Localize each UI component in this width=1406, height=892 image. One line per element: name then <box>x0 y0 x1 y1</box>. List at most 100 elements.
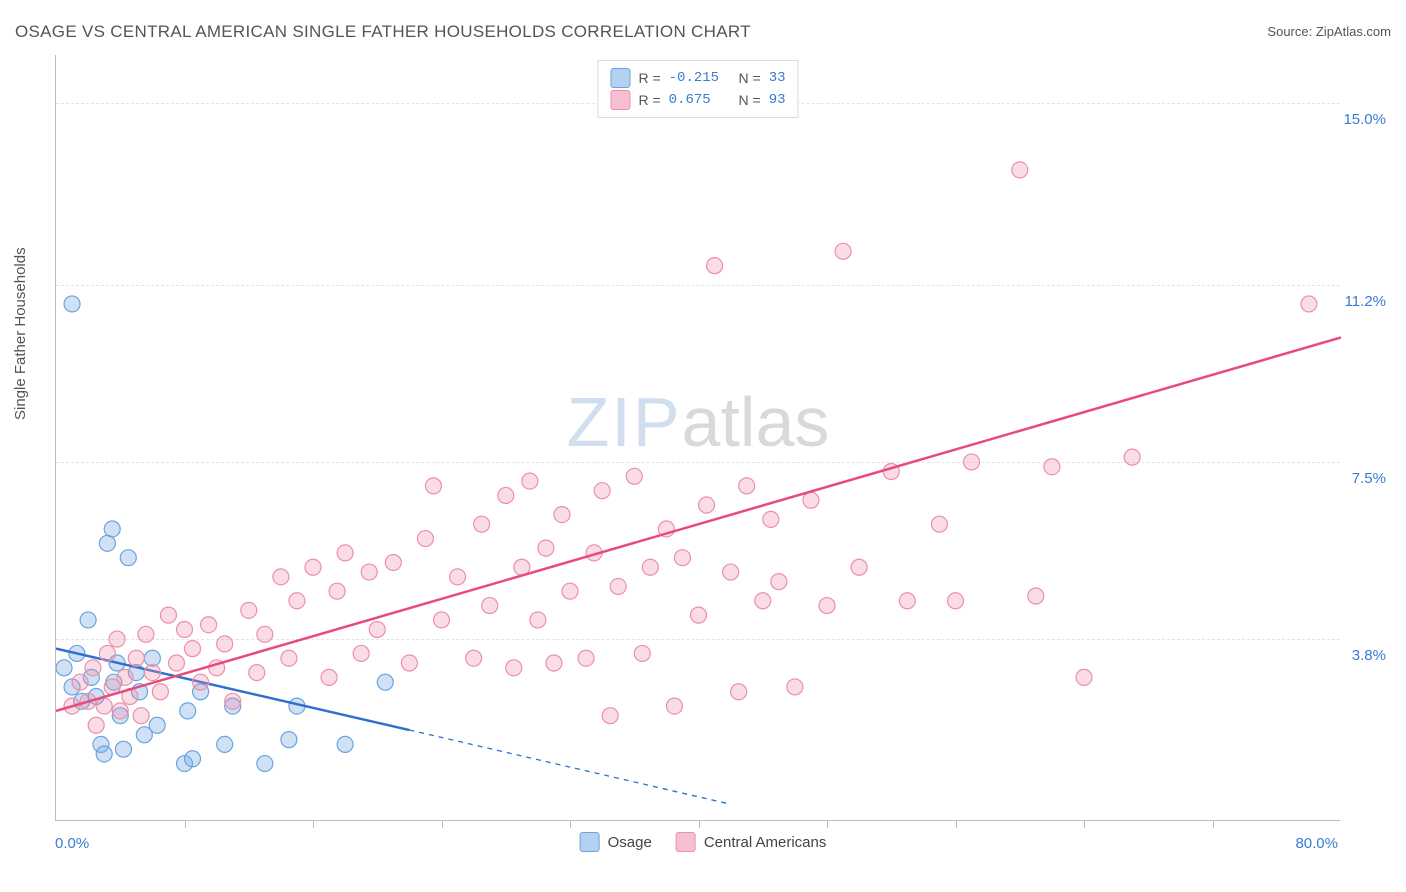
data-point <box>185 751 201 767</box>
data-point <box>1028 588 1044 604</box>
legend-stat-row: R =-0.215 N =33 <box>610 67 785 89</box>
data-point <box>474 516 490 532</box>
data-point <box>193 674 209 690</box>
data-point <box>117 669 133 685</box>
data-point <box>434 612 450 628</box>
y-axis-label: Single Father Households <box>12 247 29 420</box>
data-point <box>96 746 112 762</box>
data-point <box>755 593 771 609</box>
data-point <box>835 243 851 259</box>
data-point <box>115 741 131 757</box>
data-point <box>787 679 803 695</box>
plot-wrap: ZIPatlas R =-0.215 N =33R =0.675 N =93 <box>55 55 1340 821</box>
data-point <box>144 665 160 681</box>
data-point <box>257 756 273 772</box>
data-point <box>64 296 80 312</box>
data-point <box>739 478 755 494</box>
data-point <box>104 521 120 537</box>
legend-n-value: 33 <box>769 67 786 89</box>
data-point <box>185 641 201 657</box>
x-tick <box>699 820 700 828</box>
data-point <box>217 736 233 752</box>
data-point <box>120 550 136 566</box>
data-point <box>417 531 433 547</box>
source-value: ZipAtlas.com <box>1316 24 1391 39</box>
data-point <box>109 631 125 647</box>
data-point <box>401 655 417 671</box>
data-point <box>610 578 626 594</box>
data-point <box>554 507 570 523</box>
data-point <box>1044 459 1060 475</box>
legend-swatch <box>676 832 696 852</box>
trend-line-dashed <box>409 730 730 804</box>
legend-r-value: -0.215 <box>669 67 727 89</box>
data-point <box>168 655 184 671</box>
data-point <box>337 545 353 561</box>
data-point <box>85 660 101 676</box>
y-tick-label: 7.5% <box>1352 470 1386 487</box>
data-point <box>1076 669 1092 685</box>
data-point <box>602 708 618 724</box>
legend-n-key: N = <box>735 89 761 111</box>
legend-label: Central Americans <box>704 834 827 851</box>
x-tick <box>185 820 186 828</box>
chart-svg <box>56 55 1341 821</box>
data-point <box>201 617 217 633</box>
legend-stat-row: R =0.675 N =93 <box>610 89 785 111</box>
data-point <box>450 569 466 585</box>
y-tick-label: 11.2% <box>1345 293 1386 310</box>
data-point <box>763 511 779 527</box>
data-point <box>88 717 104 733</box>
x-tick <box>1084 820 1085 828</box>
data-point <box>803 492 819 508</box>
data-point <box>425 478 441 494</box>
data-point <box>634 645 650 661</box>
data-point <box>257 626 273 642</box>
data-point <box>731 684 747 700</box>
data-point <box>699 497 715 513</box>
data-point <box>144 650 160 666</box>
data-point <box>112 703 128 719</box>
data-point <box>948 593 964 609</box>
data-point <box>80 612 96 628</box>
data-point <box>337 736 353 752</box>
data-point <box>666 698 682 714</box>
y-tick-label: 3.8% <box>1352 647 1386 664</box>
data-point <box>707 258 723 274</box>
x-axis-min-label: 0.0% <box>55 835 89 852</box>
data-point <box>281 650 297 666</box>
data-point <box>361 564 377 580</box>
legend-stats-box: R =-0.215 N =33R =0.675 N =93 <box>597 60 798 118</box>
source-attribution: Source: ZipAtlas.com <box>1267 24 1391 39</box>
chart-container: OSAGE VS CENTRAL AMERICAN SINGLE FATHER … <box>0 0 1406 892</box>
data-point <box>851 559 867 575</box>
chart-title: OSAGE VS CENTRAL AMERICAN SINGLE FATHER … <box>15 22 751 42</box>
legend-n-value: 93 <box>769 89 786 111</box>
data-point <box>562 583 578 599</box>
data-point <box>546 655 562 671</box>
legend-bottom: Osage Central Americans <box>580 832 827 852</box>
data-point <box>482 598 498 614</box>
data-point <box>626 468 642 484</box>
data-point <box>99 645 115 661</box>
legend-swatch <box>580 832 600 852</box>
data-point <box>353 645 369 661</box>
legend-r-key: R = <box>638 89 660 111</box>
data-point <box>329 583 345 599</box>
data-point <box>498 487 514 503</box>
data-point <box>128 650 144 666</box>
data-point <box>594 483 610 499</box>
data-point <box>177 622 193 638</box>
data-point <box>899 593 915 609</box>
data-point <box>578 650 594 666</box>
legend-r-key: R = <box>638 67 660 89</box>
data-point <box>369 622 385 638</box>
trend-line <box>56 337 1341 710</box>
data-point <box>522 473 538 489</box>
data-point <box>931 516 947 532</box>
data-point <box>217 636 233 652</box>
data-point <box>160 607 176 623</box>
legend-label: Osage <box>608 834 652 851</box>
x-tick <box>827 820 828 828</box>
data-point <box>133 708 149 724</box>
